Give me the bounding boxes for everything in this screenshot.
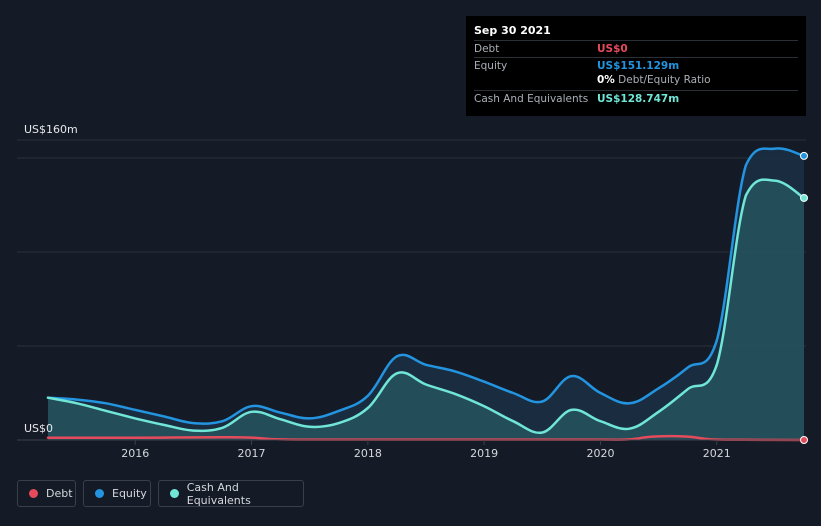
- cash-dot-icon: [170, 489, 179, 498]
- gridlines: [17, 139, 806, 347]
- legend-item-debt[interactable]: Debt: [17, 480, 76, 507]
- x-tick-label: 2021: [703, 447, 731, 460]
- legend-item-cash[interactable]: Cash And Equivalents: [158, 480, 304, 507]
- debt-end-marker: [800, 436, 808, 444]
- legend-equity-label: Equity: [112, 487, 147, 500]
- tooltip-panel: Sep 30 2021 Debt US$0 Equity US$151.129m…: [466, 16, 806, 116]
- tooltip-debt-value: US$0: [597, 43, 628, 55]
- equity-dot-icon: [95, 489, 104, 498]
- legend-cash-label: Cash And Equivalents: [186, 480, 251, 507]
- tooltip-cash-value: US$128.747m: [597, 93, 680, 105]
- tooltip-debt-label: Debt: [474, 43, 500, 55]
- tooltip-cash-label: Cash And Equivalents: [474, 93, 589, 105]
- tooltip-equity-value: US$151.129m: [597, 60, 680, 72]
- legend-item-equity[interactable]: Equity: [83, 480, 151, 507]
- legend-debt-label: Debt: [46, 487, 73, 500]
- x-tick-label: 2020: [586, 447, 614, 460]
- cash-and-equivalents-line: [46, 178, 806, 435]
- y-axis-top-label: US$160m: [24, 123, 78, 136]
- tooltip-row-equity: Equity US$151.129m: [474, 57, 798, 74]
- tooltip-date: Sep 30 2021: [474, 24, 551, 37]
- tooltip-ratio-label: Debt/Equity Ratio: [618, 74, 711, 86]
- tooltip-row-cash: Cash And Equivalents US$128.747m: [474, 90, 798, 107]
- tooltip-equity-label: Equity: [474, 60, 508, 72]
- equity-line: [46, 147, 806, 425]
- debt-dot-icon: [29, 489, 38, 498]
- x-tick-label: 2016: [121, 447, 149, 460]
- cash-and-equivalents-end-marker: [800, 193, 808, 202]
- equity-end-marker: [800, 151, 808, 160]
- x-tick-label: 2017: [238, 447, 266, 460]
- end-markers: [800, 151, 808, 444]
- x-axis-ticks: 2016 2017 2018 2019 2020 2021: [121, 440, 731, 460]
- cash-and-equivalents-area: [48, 179, 804, 440]
- x-tick-label: 2019: [470, 447, 498, 460]
- tooltip-row-debt: Debt US$0: [474, 40, 798, 57]
- tooltip-ratio-value: 0%: [597, 74, 615, 86]
- y-axis-bottom-label: US$0: [24, 422, 53, 435]
- tooltip-ratio: 0% Debt/Equity Ratio: [597, 74, 711, 86]
- series-areas: [48, 148, 804, 441]
- x-tick-label: 2018: [354, 447, 382, 460]
